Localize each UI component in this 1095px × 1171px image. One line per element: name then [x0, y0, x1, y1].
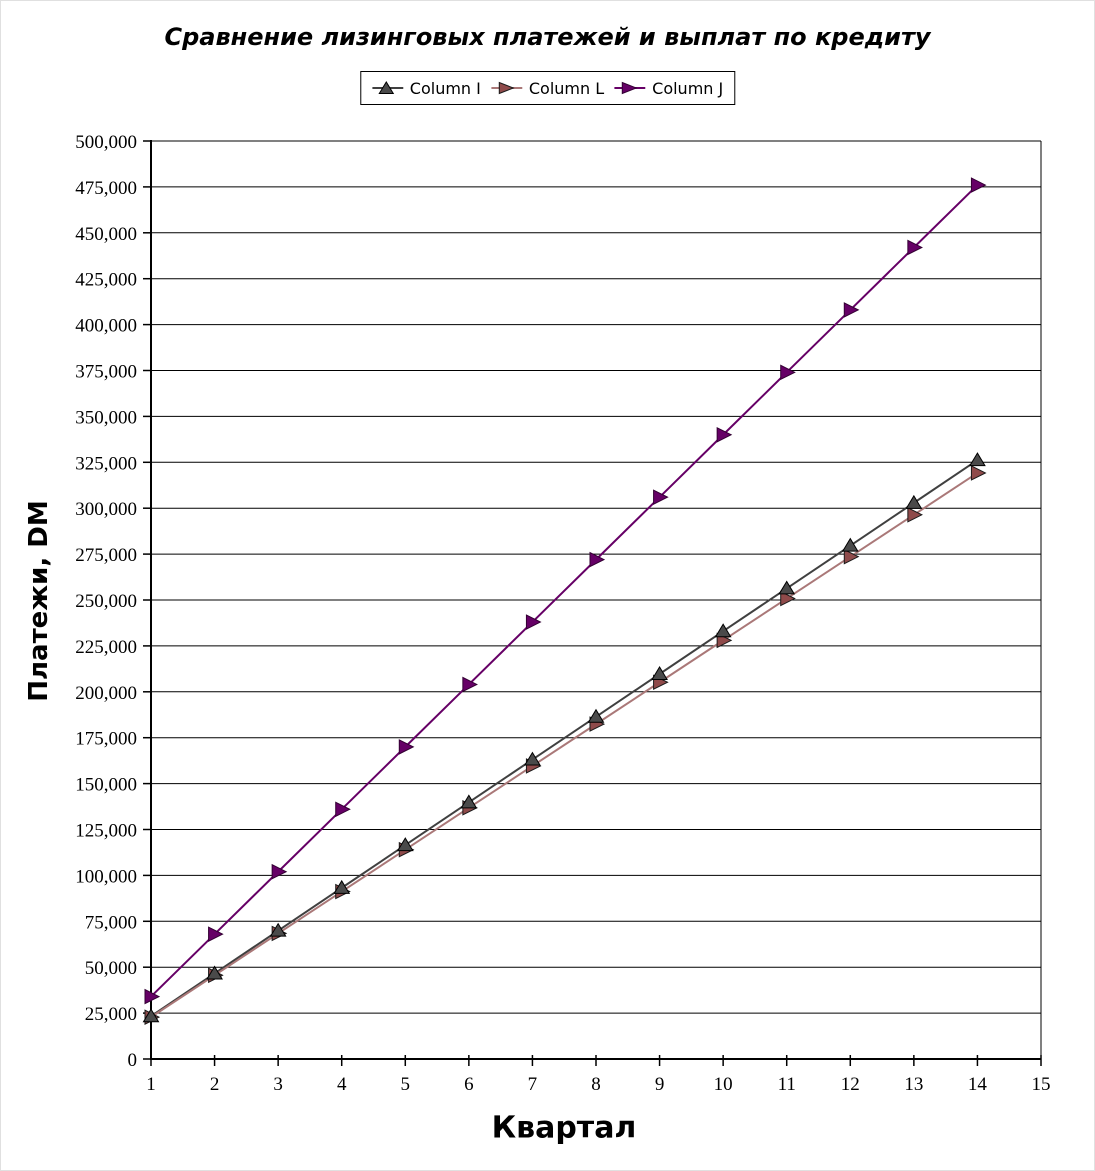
chart-title: Сравнение лизинговых платежей и выплат п…	[164, 23, 931, 51]
svg-text:4: 4	[337, 1074, 347, 1095]
svg-text:0: 0	[128, 1050, 138, 1071]
svg-text:15: 15	[1032, 1074, 1051, 1095]
svg-text:1: 1	[146, 1074, 156, 1095]
svg-text:9: 9	[655, 1074, 665, 1095]
legend-entry-column-j: Column J	[614, 79, 723, 98]
svg-text:25,000: 25,000	[85, 1004, 137, 1025]
svg-text:350,000: 350,000	[75, 407, 137, 428]
legend-entry-column-i: Column I	[371, 78, 481, 98]
svg-text:225,000: 225,000	[75, 637, 137, 658]
triangle-right-marker-icon	[614, 80, 648, 96]
svg-text:12: 12	[841, 1074, 860, 1095]
svg-text:11: 11	[778, 1074, 796, 1095]
triangle-up-marker-icon	[371, 80, 406, 96]
legend-label: Column I	[409, 78, 481, 98]
svg-text:275,000: 275,000	[75, 545, 137, 566]
legend-label: Column J	[652, 78, 724, 98]
svg-text:150,000: 150,000	[75, 775, 137, 796]
svg-text:300,000: 300,000	[75, 499, 137, 520]
svg-text:5: 5	[401, 1074, 411, 1095]
svg-text:475,000: 475,000	[75, 178, 137, 199]
svg-text:125,000: 125,000	[75, 821, 137, 842]
svg-text:325,000: 325,000	[75, 453, 137, 474]
svg-text:400,000: 400,000	[75, 316, 137, 337]
legend-label: Column L	[528, 78, 605, 98]
svg-text:100,000: 100,000	[75, 866, 137, 887]
x-axis-title: Квартал	[491, 1110, 637, 1146]
svg-text:50,000: 50,000	[85, 958, 137, 979]
svg-text:3: 3	[273, 1074, 283, 1095]
triangle-right-marker-icon	[490, 80, 525, 96]
svg-text:425,000: 425,000	[75, 270, 137, 291]
svg-text:500,000: 500,000	[75, 132, 137, 153]
legend: Column I Column L Column J	[359, 71, 736, 105]
svg-text:6: 6	[464, 1074, 474, 1095]
svg-text:250,000: 250,000	[75, 591, 137, 612]
svg-text:8: 8	[591, 1074, 601, 1095]
svg-text:13: 13	[904, 1074, 923, 1095]
y-axis-title: Платежи, DM	[24, 500, 54, 702]
svg-text:7: 7	[528, 1074, 538, 1095]
svg-text:175,000: 175,000	[75, 729, 137, 750]
svg-text:10: 10	[714, 1074, 733, 1095]
svg-text:14: 14	[968, 1074, 988, 1095]
svg-text:75,000: 75,000	[85, 912, 137, 933]
legend-entry-column-l: Column L	[490, 78, 605, 98]
svg-text:375,000: 375,000	[75, 362, 137, 383]
svg-text:2: 2	[210, 1074, 220, 1095]
svg-text:200,000: 200,000	[75, 683, 137, 704]
svg-text:450,000: 450,000	[75, 224, 137, 245]
